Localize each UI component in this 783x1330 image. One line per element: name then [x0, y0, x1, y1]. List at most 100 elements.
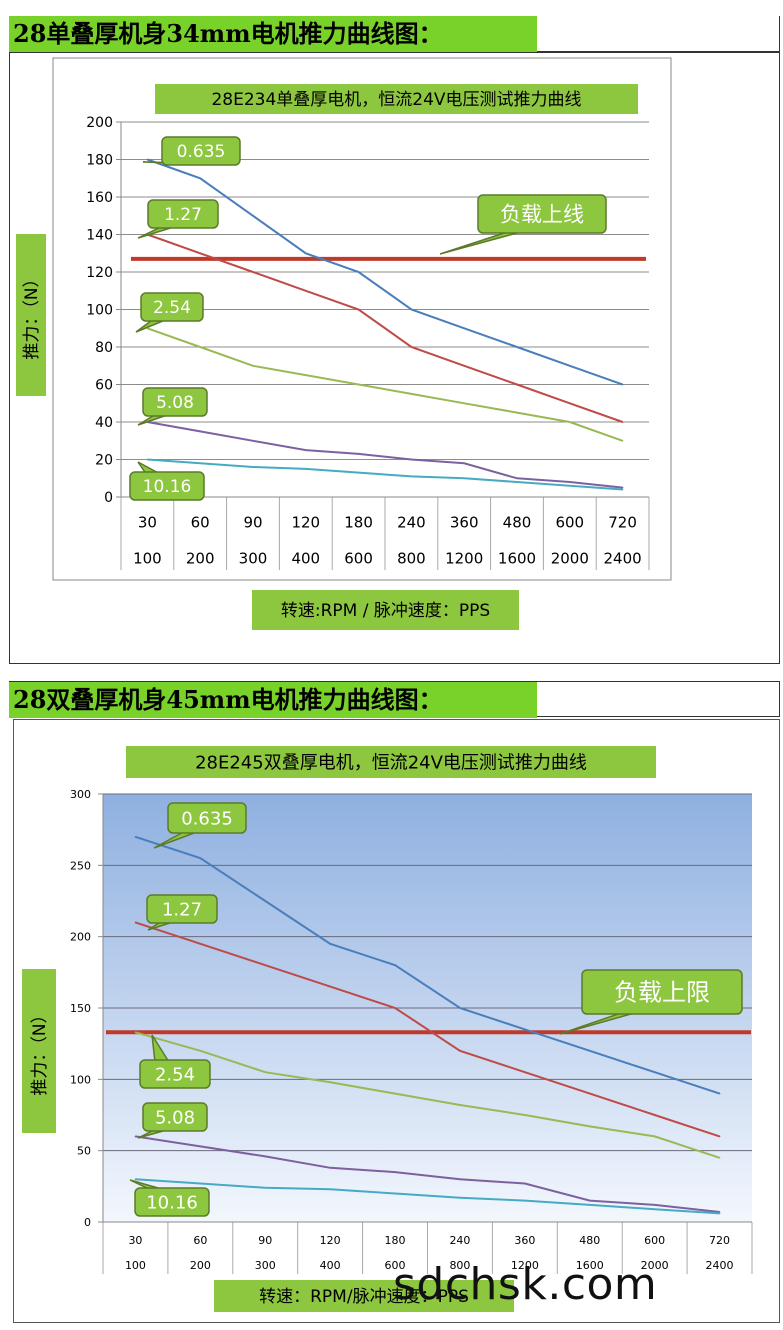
data-point-0.635-480 — [588, 1050, 591, 1052]
category-pps-600: 600 — [344, 549, 373, 567]
series-line-10.16 — [147, 458, 623, 491]
category-rpm-180: 180 — [344, 513, 373, 531]
data-point-2.54-240 — [459, 1104, 461, 1106]
series-line-0.635 — [135, 835, 720, 1095]
category-rpm-60: 60 — [191, 513, 210, 531]
category-pps-100: 100 — [133, 549, 162, 567]
series-line-2.54 — [135, 1031, 720, 1159]
data-point-1.27-720 — [621, 421, 624, 423]
data-point-0.635-120 — [305, 252, 307, 255]
category-pps-200: 200 — [186, 549, 215, 567]
series-callout-0.635-text: 0.635 — [181, 808, 233, 829]
data-point-5.08-480 — [588, 1199, 591, 1202]
section-2-header: 28双叠厚机身45mm电机推力曲线图： — [9, 682, 537, 718]
data-point-1.27-720 — [718, 1135, 721, 1138]
threshold-callout-text: 负载上限 — [614, 979, 710, 1007]
data-point-2.54-60 — [199, 346, 201, 348]
data-point-5.08-60 — [199, 430, 201, 433]
data-point-0.635-360 — [524, 1028, 526, 1031]
data-point-10.16-360 — [463, 477, 466, 480]
ytick-label-200: 200 — [86, 115, 113, 131]
category-pps-600: 600 — [385, 1259, 406, 1272]
category-pps-300: 300 — [255, 1259, 276, 1272]
data-point-1.27-240 — [410, 346, 413, 348]
category-pps-400: 400 — [291, 549, 320, 567]
category-pps-800: 800 — [449, 1259, 470, 1272]
data-point-0.635-720 — [621, 383, 624, 386]
ytick-label-50: 50 — [77, 1145, 91, 1158]
data-point-2.54-480 — [516, 411, 518, 414]
data-point-1.27-600 — [569, 402, 571, 405]
data-point-5.08-120 — [329, 1166, 331, 1169]
data-point-1.27-60 — [199, 252, 201, 255]
series-callout-1.27-text: 1.27 — [164, 205, 202, 225]
category-rpm-30: 30 — [128, 1234, 142, 1247]
data-point-1.27-120 — [305, 289, 307, 292]
data-point-2.54-30 — [134, 1031, 137, 1034]
category-rpm-480: 480 — [503, 513, 532, 531]
data-point-5.08-90 — [264, 1155, 267, 1158]
data-point-2.54-180 — [394, 1092, 396, 1095]
chart-title: 28E245双叠厚电机，恒流24V电压测试推力曲线 — [195, 752, 587, 773]
ytick-label-140: 140 — [86, 228, 113, 244]
category-pps-2400: 2400 — [604, 549, 642, 567]
data-point-1.27-90 — [252, 271, 254, 273]
category-rpm-480: 480 — [579, 1234, 600, 1247]
series-line-1.27 — [135, 921, 720, 1138]
data-point-0.635-30 — [146, 158, 149, 161]
data-point-0.635-120 — [329, 943, 331, 945]
data-point-10.16-60 — [199, 1182, 202, 1185]
series-line-5.08 — [135, 1135, 720, 1213]
ytick-label-250: 250 — [70, 859, 91, 872]
data-point-0.635-600 — [653, 1071, 656, 1073]
data-point-1.27-180 — [394, 1007, 396, 1009]
category-rpm-60: 60 — [193, 1234, 207, 1247]
series-callout-10.16-text: 10.16 — [146, 1192, 198, 1213]
category-pps-1600: 1600 — [498, 549, 536, 567]
ytick-label-0: 0 — [104, 490, 113, 506]
ytick-label-180: 180 — [86, 153, 113, 169]
data-point-0.635-180 — [394, 964, 396, 966]
data-point-5.08-30 — [134, 1135, 137, 1138]
series-callout-10.16-box — [129, 471, 205, 501]
data-point-5.08-180 — [394, 1171, 396, 1173]
data-point-5.08-360 — [463, 462, 466, 465]
x-axis-label-box — [214, 1280, 514, 1312]
series-callout-2.54-box — [139, 1059, 211, 1089]
data-point-1.27-60 — [199, 943, 202, 945]
chart-1: 0 20 40 60 80 100 120 140 160 180 200 30 60 90 120 180 2… — [16, 57, 672, 630]
data-point-2.54-720 — [718, 1157, 721, 1159]
category-rpm-120: 120 — [291, 513, 320, 531]
series-callout-10.16-text: 10.16 — [143, 477, 192, 497]
series-callout-0.635-box — [161, 136, 241, 166]
data-point-10.16-720 — [718, 1212, 721, 1215]
category-pps-1200: 1200 — [445, 549, 483, 567]
data-point-10.16-30 — [146, 458, 149, 461]
data-point-10.16-60 — [199, 462, 201, 465]
data-point-5.08-600 — [569, 481, 571, 483]
data-point-0.635-240 — [410, 308, 413, 311]
chart-1-panel — [9, 52, 780, 664]
data-point-0.635-30 — [134, 836, 137, 838]
category-rpm-90: 90 — [243, 513, 262, 531]
data-point-5.08-600 — [653, 1204, 656, 1206]
data-point-10.16-90 — [252, 466, 254, 468]
data-point-1.27-240 — [459, 1050, 461, 1052]
data-point-10.16-720 — [621, 488, 624, 491]
category-pps-1600: 1600 — [576, 1259, 604, 1272]
data-point-0.635-720 — [718, 1092, 721, 1095]
ytick-label-100: 100 — [86, 303, 113, 319]
series-line-1.27 — [147, 233, 623, 423]
section-1-header-tail — [537, 16, 780, 52]
data-point-1.27-600 — [653, 1114, 656, 1116]
data-point-0.635-240 — [459, 1007, 461, 1009]
ytick-label-160: 160 — [86, 190, 113, 206]
y-axis-label: 推力：（N） — [30, 1006, 50, 1095]
category-pps-100: 100 — [125, 1259, 146, 1272]
data-point-1.27-120 — [329, 985, 331, 988]
ytick-label-20: 20 — [95, 453, 113, 469]
category-pps-300: 300 — [239, 549, 268, 567]
ytick-label-150: 150 — [70, 1002, 91, 1015]
data-point-2.54-120 — [329, 1081, 331, 1083]
data-point-1.27-180 — [357, 308, 360, 311]
